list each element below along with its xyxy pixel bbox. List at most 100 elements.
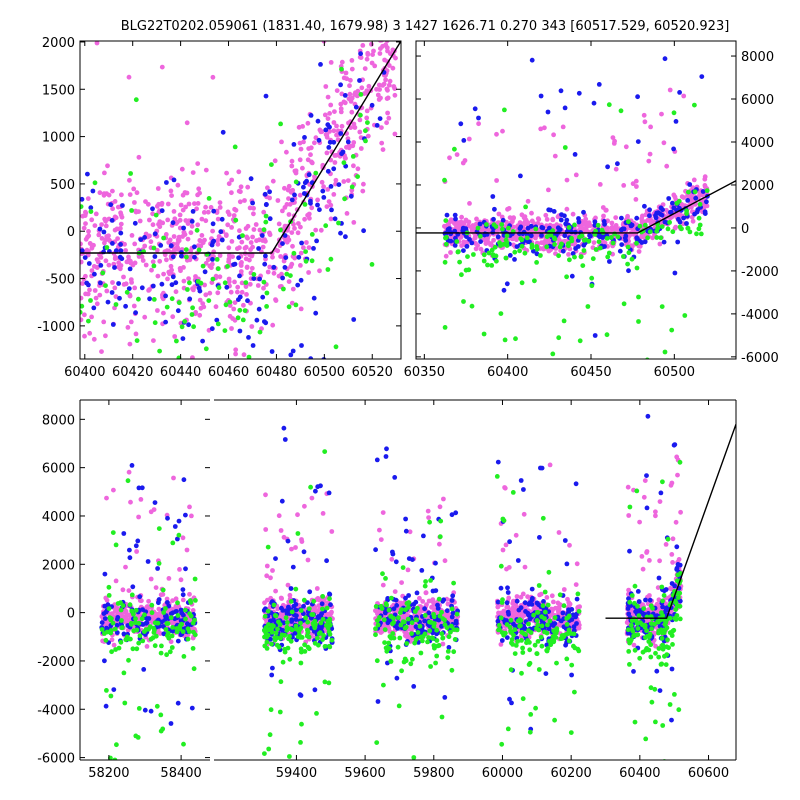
point-blue [482,231,488,237]
point-green [266,746,272,752]
point-pink [334,88,340,93]
point-blue [293,617,299,622]
point-green [119,618,124,623]
point-green [585,304,591,309]
point-green [320,606,325,612]
point-blue [273,556,278,561]
point-green [320,594,326,599]
point-pink [239,239,245,245]
point-green [658,235,664,241]
point-blue [192,254,197,260]
point-pink [96,232,102,238]
point-pink [97,292,103,298]
point-green [214,257,220,262]
point-green [654,228,660,234]
point-pink [168,188,174,194]
point-pink [483,241,489,247]
point-green [589,275,595,281]
point-green [443,241,449,247]
point-pink [91,336,97,342]
point-pink [659,111,664,117]
point-pink [120,587,126,593]
point-blue [505,609,511,615]
point-green [305,644,311,650]
point-blue [150,206,155,212]
point-pink [342,155,348,161]
point-green [302,202,308,207]
point-green [263,630,269,635]
point-green [222,280,228,286]
point-green [492,244,498,250]
point-pink [494,178,499,183]
point-green [454,611,460,617]
point-pink [231,306,237,312]
point-pink [215,241,221,247]
point-green [185,636,191,642]
point-green [308,703,313,708]
x-tick-label: 60350 [404,365,445,380]
point-green [115,601,121,606]
y-tick-label: -6000 [37,752,75,767]
point-pink [284,149,289,155]
point-blue [314,238,319,244]
point-blue [435,602,440,608]
point-green [341,160,347,166]
point-pink [478,246,484,252]
point-green [240,233,245,239]
point-blue [576,219,582,225]
point-blue [491,216,496,222]
point-green [134,646,140,652]
point-green [439,631,445,637]
point-pink [362,66,368,71]
point-blue [452,243,458,248]
point-pink [286,183,292,189]
point-pink [250,234,256,240]
point-green [342,196,347,202]
point-blue [299,343,304,348]
point-blue [127,266,133,272]
point-green [697,222,703,228]
point-pink [317,597,322,603]
point-green [371,442,376,447]
point-pink [449,218,455,224]
point-pink [582,227,588,233]
point-pink [190,170,196,176]
point-green [182,319,188,324]
point-green [409,631,414,636]
point-green [274,642,280,648]
point-pink [134,549,140,554]
point-pink [556,608,562,614]
point-green [150,635,156,641]
y-tick-label: 0 [67,225,75,240]
point-pink [177,217,183,223]
point-pink [384,120,389,126]
point-pink [278,528,284,533]
point-green [373,604,379,609]
point-pink [270,568,275,573]
point-pink [243,226,249,231]
point-green [151,297,157,302]
point-blue [293,607,299,613]
point-green [133,620,138,626]
point-pink [344,211,350,216]
point-pink [87,330,93,336]
point-blue [596,233,602,238]
point-green [269,641,274,647]
point-green [195,279,201,284]
point-pink [171,209,177,214]
point-pink [510,609,516,614]
point-blue [348,193,354,199]
point-green [647,229,653,235]
point-blue [702,211,708,217]
point-blue [311,295,317,301]
point-pink [358,55,364,60]
point-green [636,319,641,324]
point-pink [349,109,355,115]
point-blue [444,608,450,614]
point-pink [369,41,374,47]
point-pink [173,596,179,602]
point-green [126,657,131,663]
point-blue [209,326,215,332]
point-blue [642,203,647,209]
point-green [169,645,175,650]
